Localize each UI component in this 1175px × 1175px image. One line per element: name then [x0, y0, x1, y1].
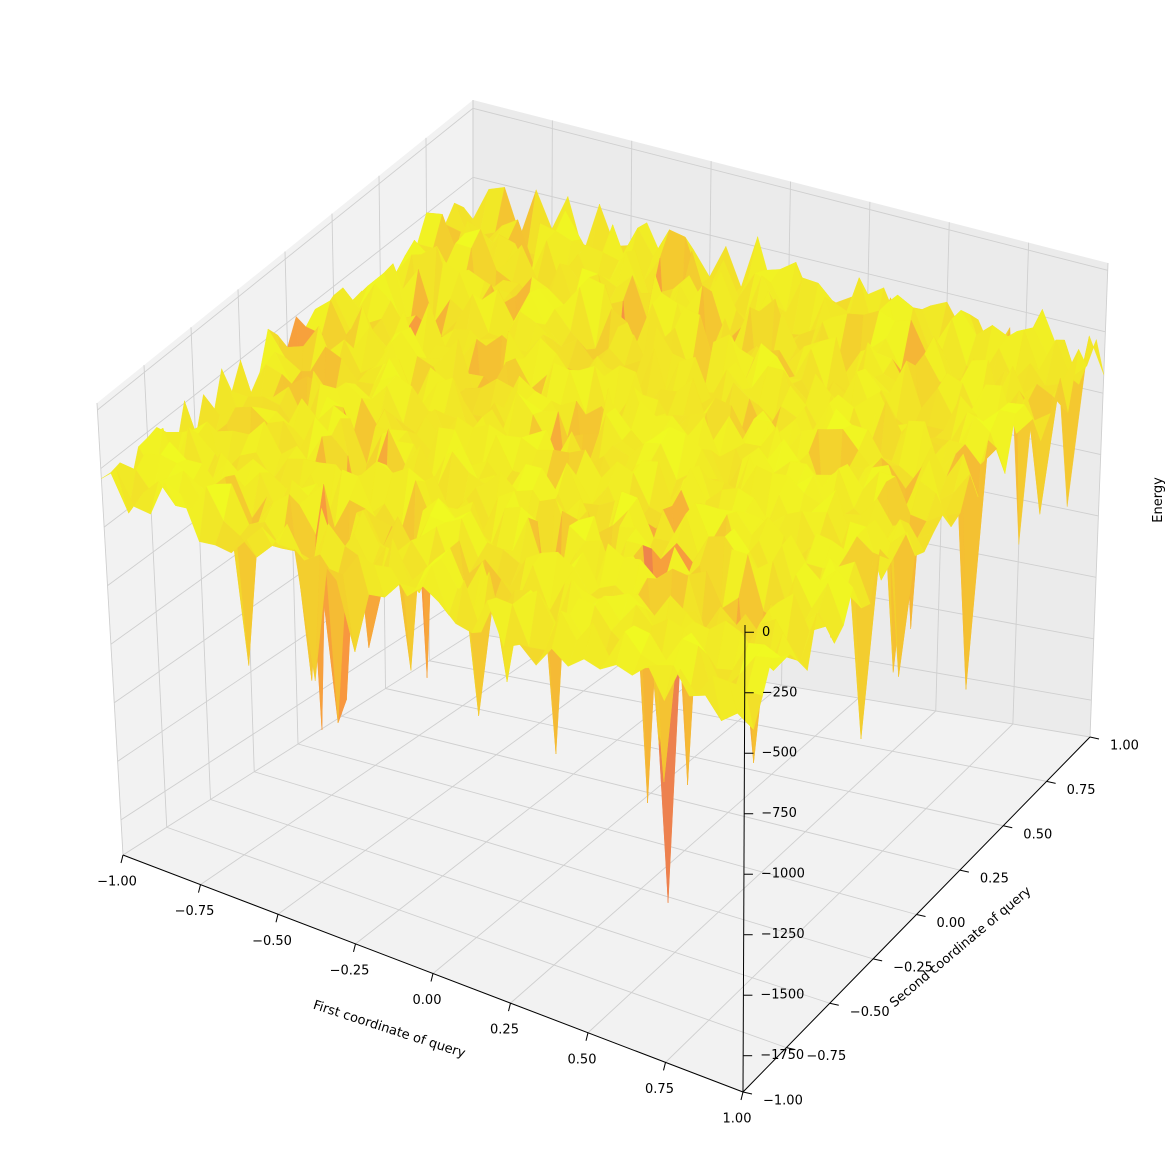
z-axis-label: Energy: [1151, 477, 1166, 523]
y-tick-mark: [742, 1091, 753, 1095]
z-tick-label: −250: [762, 685, 798, 700]
y-tick-label: 0.75: [1067, 783, 1096, 798]
x-tick-label: 0.50: [568, 1052, 597, 1067]
y-tick-mark: [1003, 825, 1013, 829]
z-tick-label: 0: [762, 625, 770, 640]
grid-line-y-floor: [429, 660, 1047, 782]
x-tick-label: −1.00: [97, 875, 137, 890]
y-tick-label: 0.25: [980, 872, 1009, 887]
grid-line-z-back: [472, 107, 1108, 271]
x-tick-label: 0.75: [645, 1082, 674, 1097]
z-tick-label: −500: [762, 746, 798, 761]
y-tick-mark: [786, 1047, 796, 1051]
x-tick-mark: [120, 854, 124, 864]
y-tick-label: 0.00: [937, 916, 966, 931]
surface-patch: [728, 681, 754, 731]
x-tick-label: 0.00: [413, 993, 442, 1008]
z-axis-line: [742, 624, 746, 1093]
y-tick-mark: [873, 958, 883, 962]
x-tick-mark: [585, 1032, 589, 1041]
z-tick-label: −1000: [761, 867, 805, 882]
floor-pane: [123, 633, 1090, 1092]
x-tick-mark: [663, 1062, 666, 1071]
y-tick-label: −0.75: [806, 1049, 846, 1064]
grid-line-y-left: [96, 402, 124, 856]
grid-line-z-left: [120, 591, 474, 821]
energy-surface: [101, 186, 1104, 903]
y-tick-mark: [959, 869, 969, 873]
x-tick-mark: [353, 943, 356, 952]
x-tick-label: −0.50: [252, 934, 292, 949]
grid-line-z-back: [472, 176, 1106, 333]
x-tick-mark: [740, 1091, 744, 1101]
grid-line-y-floor: [166, 826, 787, 1049]
y-tick-mark: [829, 1002, 839, 1006]
z-tick-label: −1250: [761, 927, 805, 942]
y-tick-label: −0.50: [850, 1005, 890, 1020]
x-tick-mark: [430, 973, 434, 982]
y-tick-mark: [1089, 736, 1100, 740]
x-tick-mark: [275, 914, 279, 923]
grid-line-y-floor: [341, 715, 960, 871]
z-tick-label: −1500: [760, 988, 804, 1003]
grid-line-x-back: [1089, 262, 1109, 738]
grid-line-z-left: [100, 176, 474, 469]
x-tick-mark: [508, 1003, 511, 1012]
tick-labels: −1.00 −0.75 −0.50 −0.25 0.00 0.25 0.50 0.75 1.00…: [97, 625, 1139, 1127]
y-tick-label: 1.00: [1110, 739, 1139, 754]
axes: [120, 624, 1100, 1101]
y-tick-mark: [1046, 780, 1056, 784]
grid-line-y-floor: [297, 743, 917, 915]
y-tick-mark: [916, 914, 926, 917]
grid-line-y-left: [190, 327, 211, 800]
x-axis-label: First coordinate of query: [311, 998, 467, 1062]
y-tick-label: 0.50: [1023, 827, 1052, 842]
x-tick-label: 0.25: [490, 1023, 519, 1038]
grid-line-z-left: [97, 107, 474, 411]
x-tick-label: 1.00: [723, 1112, 752, 1127]
y-tick-label: −1.00: [763, 1094, 803, 1109]
x-tick-label: −0.25: [330, 963, 370, 978]
grid-line-y-floor: [210, 799, 830, 1004]
x-tick-mark: [198, 884, 201, 893]
grid-line-y-floor: [254, 771, 874, 960]
grid-line-y-floor: [385, 688, 1004, 827]
z-tick-label: −1750: [760, 1048, 804, 1063]
y-tick-label: −0.25: [893, 960, 933, 975]
x-tick-label: −0.75: [175, 904, 215, 919]
z-tick-label: −750: [761, 806, 797, 821]
